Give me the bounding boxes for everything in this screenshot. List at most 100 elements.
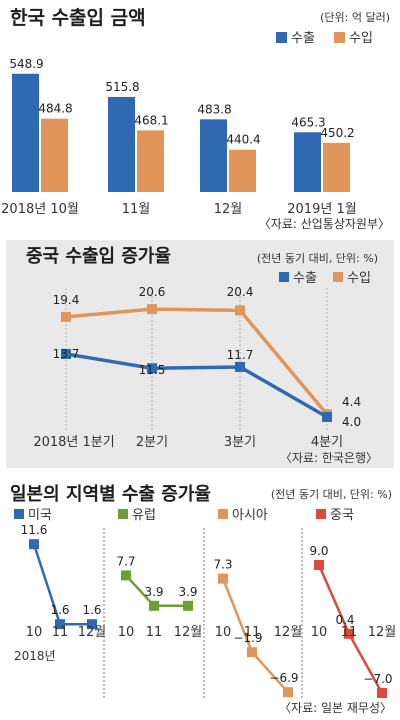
- marker-us-2: [87, 619, 97, 630]
- category-label-china-2: 12월: [368, 625, 397, 640]
- korea-source: 〈자료: 산업통상자원부〉: [259, 217, 390, 231]
- marker-import-2: [235, 305, 245, 316]
- bar-export-2: [200, 119, 227, 192]
- japan-unit-note: (전년 동기 대비, 단위: %): [271, 488, 392, 501]
- line-export: [65, 352, 328, 419]
- legend-swatch-export: [279, 272, 289, 282]
- category-label-0: 2018년 10월: [1, 202, 79, 217]
- marker-eu-2: [183, 600, 193, 611]
- marker-asia-0: [218, 573, 228, 584]
- japan-value-labels: 11.6 1.6 1.6 7.7 3.9 3.9 7.3 −1.9 −6.9 9.0 0.4 −7.0: [21, 523, 393, 686]
- marker-eu-1: [149, 600, 159, 611]
- marker-asia-1: [247, 647, 257, 658]
- bar-import-1: [137, 130, 164, 192]
- marker-us-1: [55, 619, 65, 630]
- value-label-export-1: 515.8: [105, 80, 139, 94]
- value-label-export-2: 11.7: [227, 348, 254, 362]
- value-label-china-0: 9.0: [309, 544, 328, 558]
- value-label-import-0: 484.8: [38, 102, 72, 116]
- china-category-labels: 2018년 1분기 2분기 3분기 4분기: [33, 435, 343, 450]
- marker-asia-2: [283, 687, 293, 698]
- japan-year-label: 2018년: [14, 649, 56, 663]
- marker-import-0: [61, 311, 71, 322]
- bar-export-3: [294, 132, 321, 192]
- china-lines: [61, 304, 332, 422]
- category-label-us-2: 12월: [78, 625, 107, 640]
- value-label-china-2: −7.0: [363, 672, 392, 686]
- legend-swatch-asia: [218, 509, 228, 519]
- value-label-import-2: 440.4: [226, 133, 260, 147]
- value-label-export-2: 483.8: [197, 102, 231, 116]
- value-label-us-0: 11.6: [21, 523, 48, 537]
- korea-unit-note: (단위: 억 달러): [320, 11, 390, 24]
- china-legend: 수출 수입: [279, 271, 371, 286]
- value-label-eu-1: 3.9: [144, 585, 163, 599]
- category-label-3: 2019년 1월: [287, 202, 356, 217]
- value-label-export-1: 11.5: [139, 363, 166, 377]
- bar-import-0: [41, 118, 68, 192]
- korea-trade-chart: 한국 수출입 금액 (단위: 억 달러) 수출 수입 548.9 484.8 515…: [1, 7, 390, 231]
- value-label-import-1: 20.6: [139, 285, 166, 299]
- marker-us-0: [29, 539, 39, 550]
- japan-category-labels: 10 11 12월 10 11 12월 10 11 12월 10 11 12월: [26, 625, 397, 640]
- category-label-china-0: 10: [311, 625, 328, 640]
- legend-label-eu: 유럽: [132, 508, 156, 523]
- korea-category-labels: 2018년 10월 11월 12월 2019년 1월: [1, 202, 357, 217]
- value-label-asia-0: 7.3: [213, 558, 232, 572]
- bar-import-3: [323, 142, 350, 192]
- japan-panel-dividers: [103, 528, 303, 700]
- china-source: 〈자료: 한국은행〉: [280, 450, 378, 465]
- category-label-2: 12월: [214, 202, 243, 217]
- legend-label-export: 수출: [291, 31, 315, 46]
- category-label-us-0: 10: [26, 625, 43, 640]
- legend-swatch-us: [14, 509, 24, 519]
- marker-china-2: [377, 688, 387, 698]
- korea-chart-title: 한국 수출입 금액: [10, 7, 146, 29]
- category-label-2: 3분기: [224, 435, 256, 450]
- bar-export-0: [12, 73, 39, 192]
- category-label-eu-1: 11: [146, 625, 163, 640]
- value-label-eu-2: 3.9: [178, 585, 197, 599]
- value-label-china-1: 0.4: [335, 613, 354, 627]
- japan-source: 〈자료: 일본 재무성〉: [279, 701, 392, 715]
- marker-export-2: [235, 361, 245, 372]
- marker-china-0: [314, 560, 324, 570]
- category-label-eu-0: 10: [118, 625, 135, 640]
- category-label-asia-1: 11: [244, 625, 261, 640]
- value-label-import-1: 468.1: [134, 113, 168, 127]
- legend-swatch-import: [334, 32, 345, 43]
- legend-label-export: 수출: [293, 271, 317, 286]
- value-label-asia-2: −6.9: [269, 671, 298, 685]
- marker-export-3: [322, 412, 332, 422]
- legend-swatch-import: [333, 272, 343, 282]
- category-label-1: 2분기: [136, 435, 168, 450]
- category-label-eu-2: 12월: [174, 625, 203, 640]
- legend-swatch-china: [316, 509, 326, 519]
- korea-bars: [12, 73, 350, 192]
- legend-label-import: 수입: [349, 31, 373, 46]
- marker-import-1: [147, 304, 157, 315]
- value-label-import-3: 450.2: [320, 126, 354, 140]
- value-label-export-0: 548.9: [9, 57, 43, 71]
- value-label-export-3: 4.0: [342, 415, 361, 429]
- china-unit-note: (전년 동기 대비, 단위: %): [257, 252, 378, 265]
- japan-export-chart: 일본의 지역별 수출 증가율 (전년 동기 대비, 단위: %) 미국 유럽 아시아…: [10, 484, 396, 715]
- japan-lines: [29, 539, 387, 698]
- legend-label-import: 수입: [347, 271, 371, 286]
- legend-swatch-export: [276, 32, 287, 43]
- value-label-us-2: 1.6: [82, 603, 101, 617]
- value-label-import-3: 4.4: [342, 395, 361, 409]
- category-label-3: 4분기: [311, 435, 343, 450]
- value-label-us-1: 1.6: [50, 603, 69, 617]
- japan-legend: 미국 유럽 아시아 중국: [14, 508, 354, 523]
- value-label-eu-0: 7.7: [116, 554, 135, 568]
- legend-swatch-eu: [118, 509, 128, 519]
- value-label-export-0: 13.7: [53, 347, 80, 361]
- japan-chart-title: 일본의 지역별 수출 증가율: [10, 484, 211, 505]
- category-label-us-1: 11: [52, 625, 69, 640]
- china-chart-title: 중국 수출입 증가율: [26, 245, 171, 267]
- category-label-asia-0: 10: [215, 625, 232, 640]
- legend-label-asia: 아시아: [232, 508, 268, 523]
